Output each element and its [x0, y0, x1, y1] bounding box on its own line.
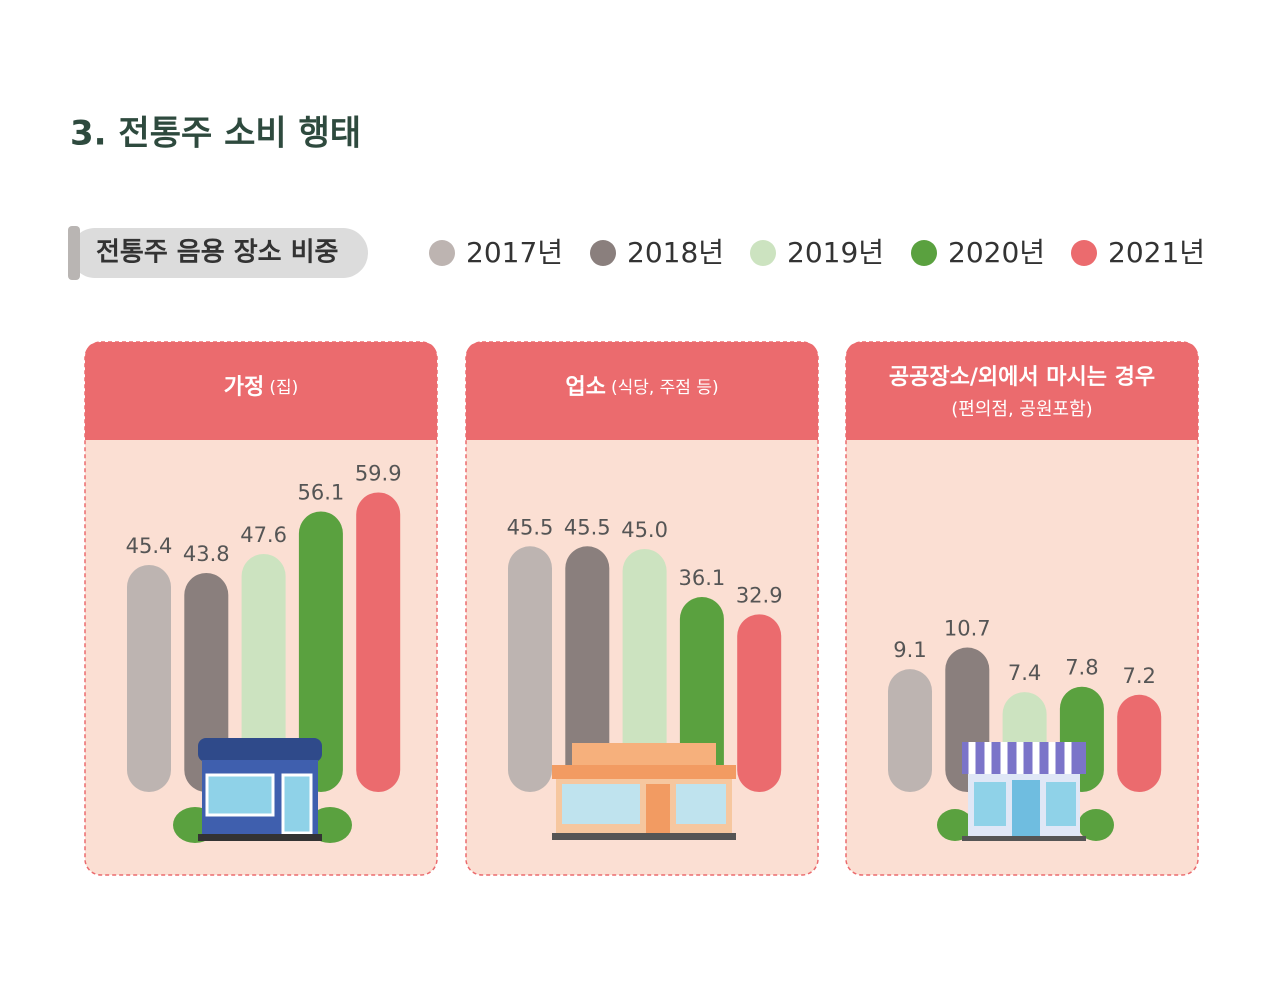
panel-title: 업소 (식당, 주점 등): [565, 375, 718, 400]
page-title: 3. 전통주 소비 행태: [70, 114, 361, 154]
value-label: 47.6: [240, 523, 287, 547]
window: [974, 782, 1006, 826]
panel: [845, 341, 1199, 876]
bar: [622, 549, 667, 792]
base: [962, 836, 1086, 841]
window: [1046, 782, 1076, 826]
base: [198, 834, 322, 841]
legend-label: 2020년: [948, 236, 1045, 269]
value-label: 45.5: [564, 515, 611, 539]
panel-title-main: 가정: [224, 375, 264, 400]
value-label: 45.4: [126, 534, 173, 558]
subtitle: 전통주 음용 장소 비중: [96, 238, 338, 268]
value-label: 45.0: [621, 518, 668, 542]
window: [676, 784, 726, 824]
legend-swatch: [911, 240, 937, 266]
value-label: 45.5: [507, 515, 554, 539]
legend: 2017년 2018년 2019년 2020년 2021년: [429, 236, 1205, 269]
panel-header: [85, 342, 437, 440]
legend-swatch: [1071, 240, 1097, 266]
window: [205, 773, 275, 817]
panel-note: (편의점, 공원포함): [951, 399, 1092, 420]
bar: [184, 573, 229, 792]
value-label: 7.4: [1008, 661, 1041, 685]
stripes: [968, 742, 1072, 774]
door: [646, 784, 670, 833]
value-label: 36.1: [679, 566, 726, 590]
legend-label: 2019년: [787, 236, 884, 269]
door: [1012, 780, 1040, 836]
value-label: 10.7: [944, 617, 991, 641]
illustrations: [173, 738, 1114, 843]
bar: [298, 511, 343, 792]
bar: [1117, 694, 1162, 792]
bar: [356, 492, 401, 792]
legend-swatch: [429, 240, 455, 266]
base: [552, 833, 736, 840]
bar: [508, 546, 552, 792]
bush: [1078, 809, 1114, 841]
panel-note: (집): [269, 378, 298, 398]
legend-label: 2021년: [1108, 236, 1205, 269]
bar: [888, 669, 932, 792]
roof: [572, 743, 716, 765]
legend-label: 2018년: [627, 236, 724, 269]
value-label: 7.2: [1122, 664, 1155, 688]
bar: [737, 614, 782, 792]
window: [562, 784, 640, 824]
roof: [198, 738, 322, 762]
legend-swatch: [590, 240, 616, 266]
subtitle-pill: [70, 228, 368, 278]
bar: [241, 554, 286, 792]
legend-label: 2017년: [466, 236, 563, 269]
value-label: 43.8: [183, 542, 230, 566]
value-label: 9.1: [893, 638, 926, 662]
bar: [565, 546, 610, 792]
legend-swatch: [750, 240, 776, 266]
panel-header: [466, 342, 818, 440]
value-label: 32.9: [736, 583, 783, 607]
value-label: 56.1: [298, 481, 345, 505]
bar: [127, 565, 171, 792]
panel-title-main: 업소: [565, 375, 605, 400]
bush: [937, 809, 973, 841]
panel-title: 공공장소/외에서 마시는 경우: [889, 365, 1155, 390]
door: [281, 773, 313, 835]
panel-header: [846, 342, 1198, 440]
value-label: 59.9: [355, 462, 402, 486]
value-label: 7.8: [1065, 656, 1098, 680]
panel-title: 가정 (집): [224, 375, 298, 400]
panel-note: (식당, 주점 등): [611, 378, 719, 398]
awning: [552, 765, 736, 779]
pill-stick: [68, 226, 80, 280]
